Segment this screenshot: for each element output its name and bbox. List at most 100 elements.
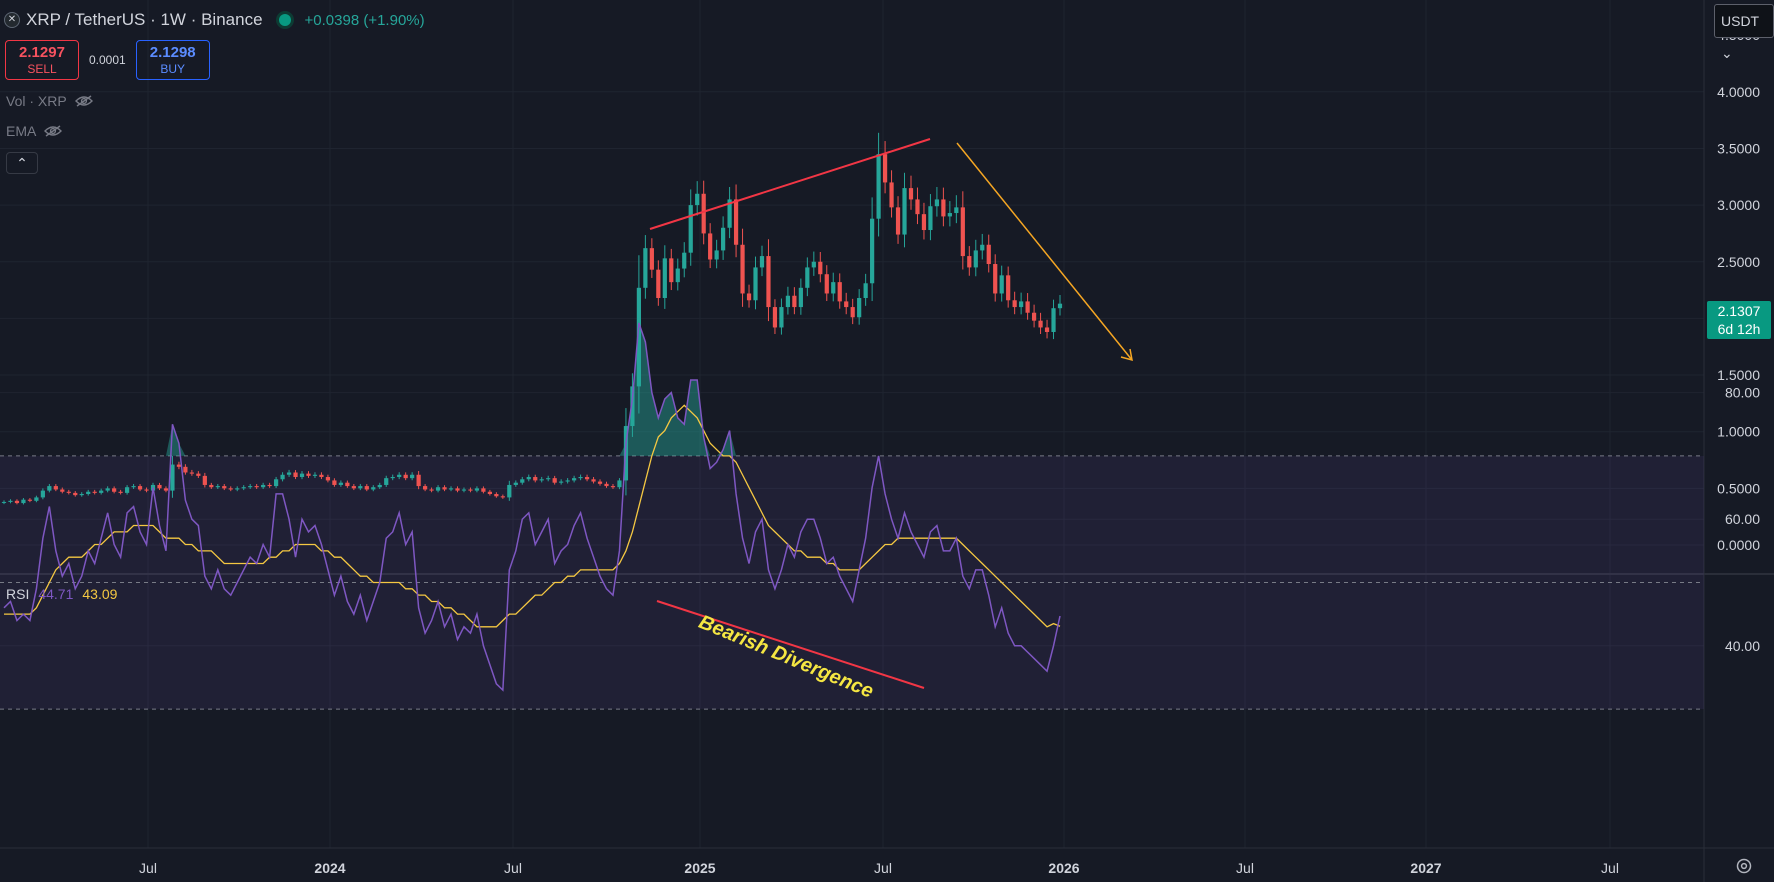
candle: [8, 500, 13, 502]
candle: [468, 489, 473, 491]
candle: [332, 480, 337, 485]
candle: [973, 250, 978, 268]
chevron-up-icon: ⌃: [16, 155, 28, 171]
trendline-resistance: [649, 138, 931, 230]
candle: [248, 486, 253, 488]
candle: [79, 494, 84, 496]
candle: [500, 496, 505, 498]
candle: [105, 488, 110, 491]
candle: [235, 488, 240, 490]
symbol-header[interactable]: ✕ XRP / TetherUS · 1W · Binance +0.0398 …: [4, 8, 425, 32]
candle: [785, 295, 791, 308]
candle: [766, 256, 771, 308]
candle: [714, 250, 719, 260]
rsi-tick-label: 80.00: [1725, 385, 1760, 401]
candle: [1038, 320, 1043, 328]
trade-panel: 2.1297 SELL 0.0001 2.1298 BUY: [5, 40, 210, 80]
candle: [533, 477, 538, 481]
candle: [1025, 301, 1030, 313]
sell-price: 2.1297: [19, 44, 65, 61]
candle: [669, 258, 674, 283]
candle: [649, 248, 654, 270]
candle: [895, 207, 901, 235]
time-tick-label: Jul: [1601, 860, 1619, 876]
candle: [850, 307, 855, 318]
candle: [494, 494, 499, 497]
candle: [526, 477, 531, 480]
price-tick-label: 2.5000: [1717, 254, 1760, 270]
candle: [280, 474, 285, 480]
candle: [384, 478, 389, 485]
candle: [915, 199, 920, 215]
candle: [1, 501, 7, 503]
time-tick-label: Jul: [874, 860, 892, 876]
buy-button[interactable]: 2.1298 BUY: [135, 40, 210, 80]
candle: [928, 206, 933, 231]
trend-arrow: [956, 142, 1133, 361]
candle: [487, 491, 492, 495]
candle: [1044, 327, 1050, 332]
candle: [312, 474, 318, 476]
candle: [261, 484, 266, 488]
candle: [889, 182, 894, 208]
price-tick-label: 3.5000: [1717, 140, 1760, 156]
time-tick-label: Jul: [1236, 860, 1254, 876]
candle: [552, 478, 557, 483]
rsi-legend[interactable]: RSI 44.71 43.09: [6, 586, 117, 602]
candle: [202, 475, 207, 485]
candle: [740, 244, 745, 294]
candle: [47, 486, 52, 491]
candle: [662, 258, 667, 299]
candle: [630, 386, 635, 427]
time-tick-label: 2026: [1048, 860, 1079, 876]
eye-hidden-icon[interactable]: [74, 95, 93, 107]
currency-selector[interactable]: USDT ⌄: [1714, 4, 1774, 61]
candle: [442, 487, 447, 490]
price-tick-label: 1.0000: [1717, 424, 1760, 440]
candle: [597, 481, 603, 484]
time-tick-label: Jul: [139, 860, 157, 876]
candle: [390, 477, 395, 479]
candle: [1019, 301, 1024, 308]
rsi-label: RSI: [6, 586, 30, 602]
gear-icon[interactable]: [1734, 856, 1754, 876]
candle: [688, 205, 693, 253]
sell-button[interactable]: 2.1297 SELL: [5, 40, 79, 80]
xrp-logo-icon: ✕: [4, 12, 20, 28]
candle: [241, 487, 246, 489]
indicator-volume[interactable]: Vol · XRP: [6, 93, 93, 109]
symbol-title[interactable]: XRP / TetherUS · 1W · Binance: [26, 10, 263, 29]
candle: [798, 287, 803, 308]
collapse-indicators-button[interactable]: ⌃: [6, 152, 38, 174]
candle: [546, 478, 551, 480]
sell-label: SELL: [27, 62, 57, 76]
candle: [520, 479, 525, 483]
candle: [60, 489, 65, 492]
eye-hidden-icon[interactable]: [44, 125, 63, 137]
candle: [267, 484, 272, 487]
candle: [876, 154, 881, 219]
candle: [695, 193, 700, 206]
candle: [286, 472, 292, 475]
candle: [753, 267, 758, 301]
candle: [299, 473, 305, 478]
candle: [617, 480, 622, 488]
candle: [461, 489, 467, 491]
candle: [507, 484, 512, 498]
candle: [14, 500, 20, 504]
spread-value: 0.0001: [89, 53, 126, 67]
candle: [572, 478, 577, 481]
overbought-fill: [165, 322, 737, 456]
candle: [293, 472, 298, 478]
candle: [993, 264, 998, 294]
candle: [908, 188, 914, 200]
candle: [144, 489, 149, 491]
candle: [435, 487, 441, 491]
indicator-ema[interactable]: EMA: [6, 123, 63, 139]
candle: [157, 484, 162, 489]
time-tick-label: 2025: [684, 860, 715, 876]
candle: [306, 473, 311, 476]
candle: [99, 490, 104, 493]
candle: [831, 282, 836, 294]
